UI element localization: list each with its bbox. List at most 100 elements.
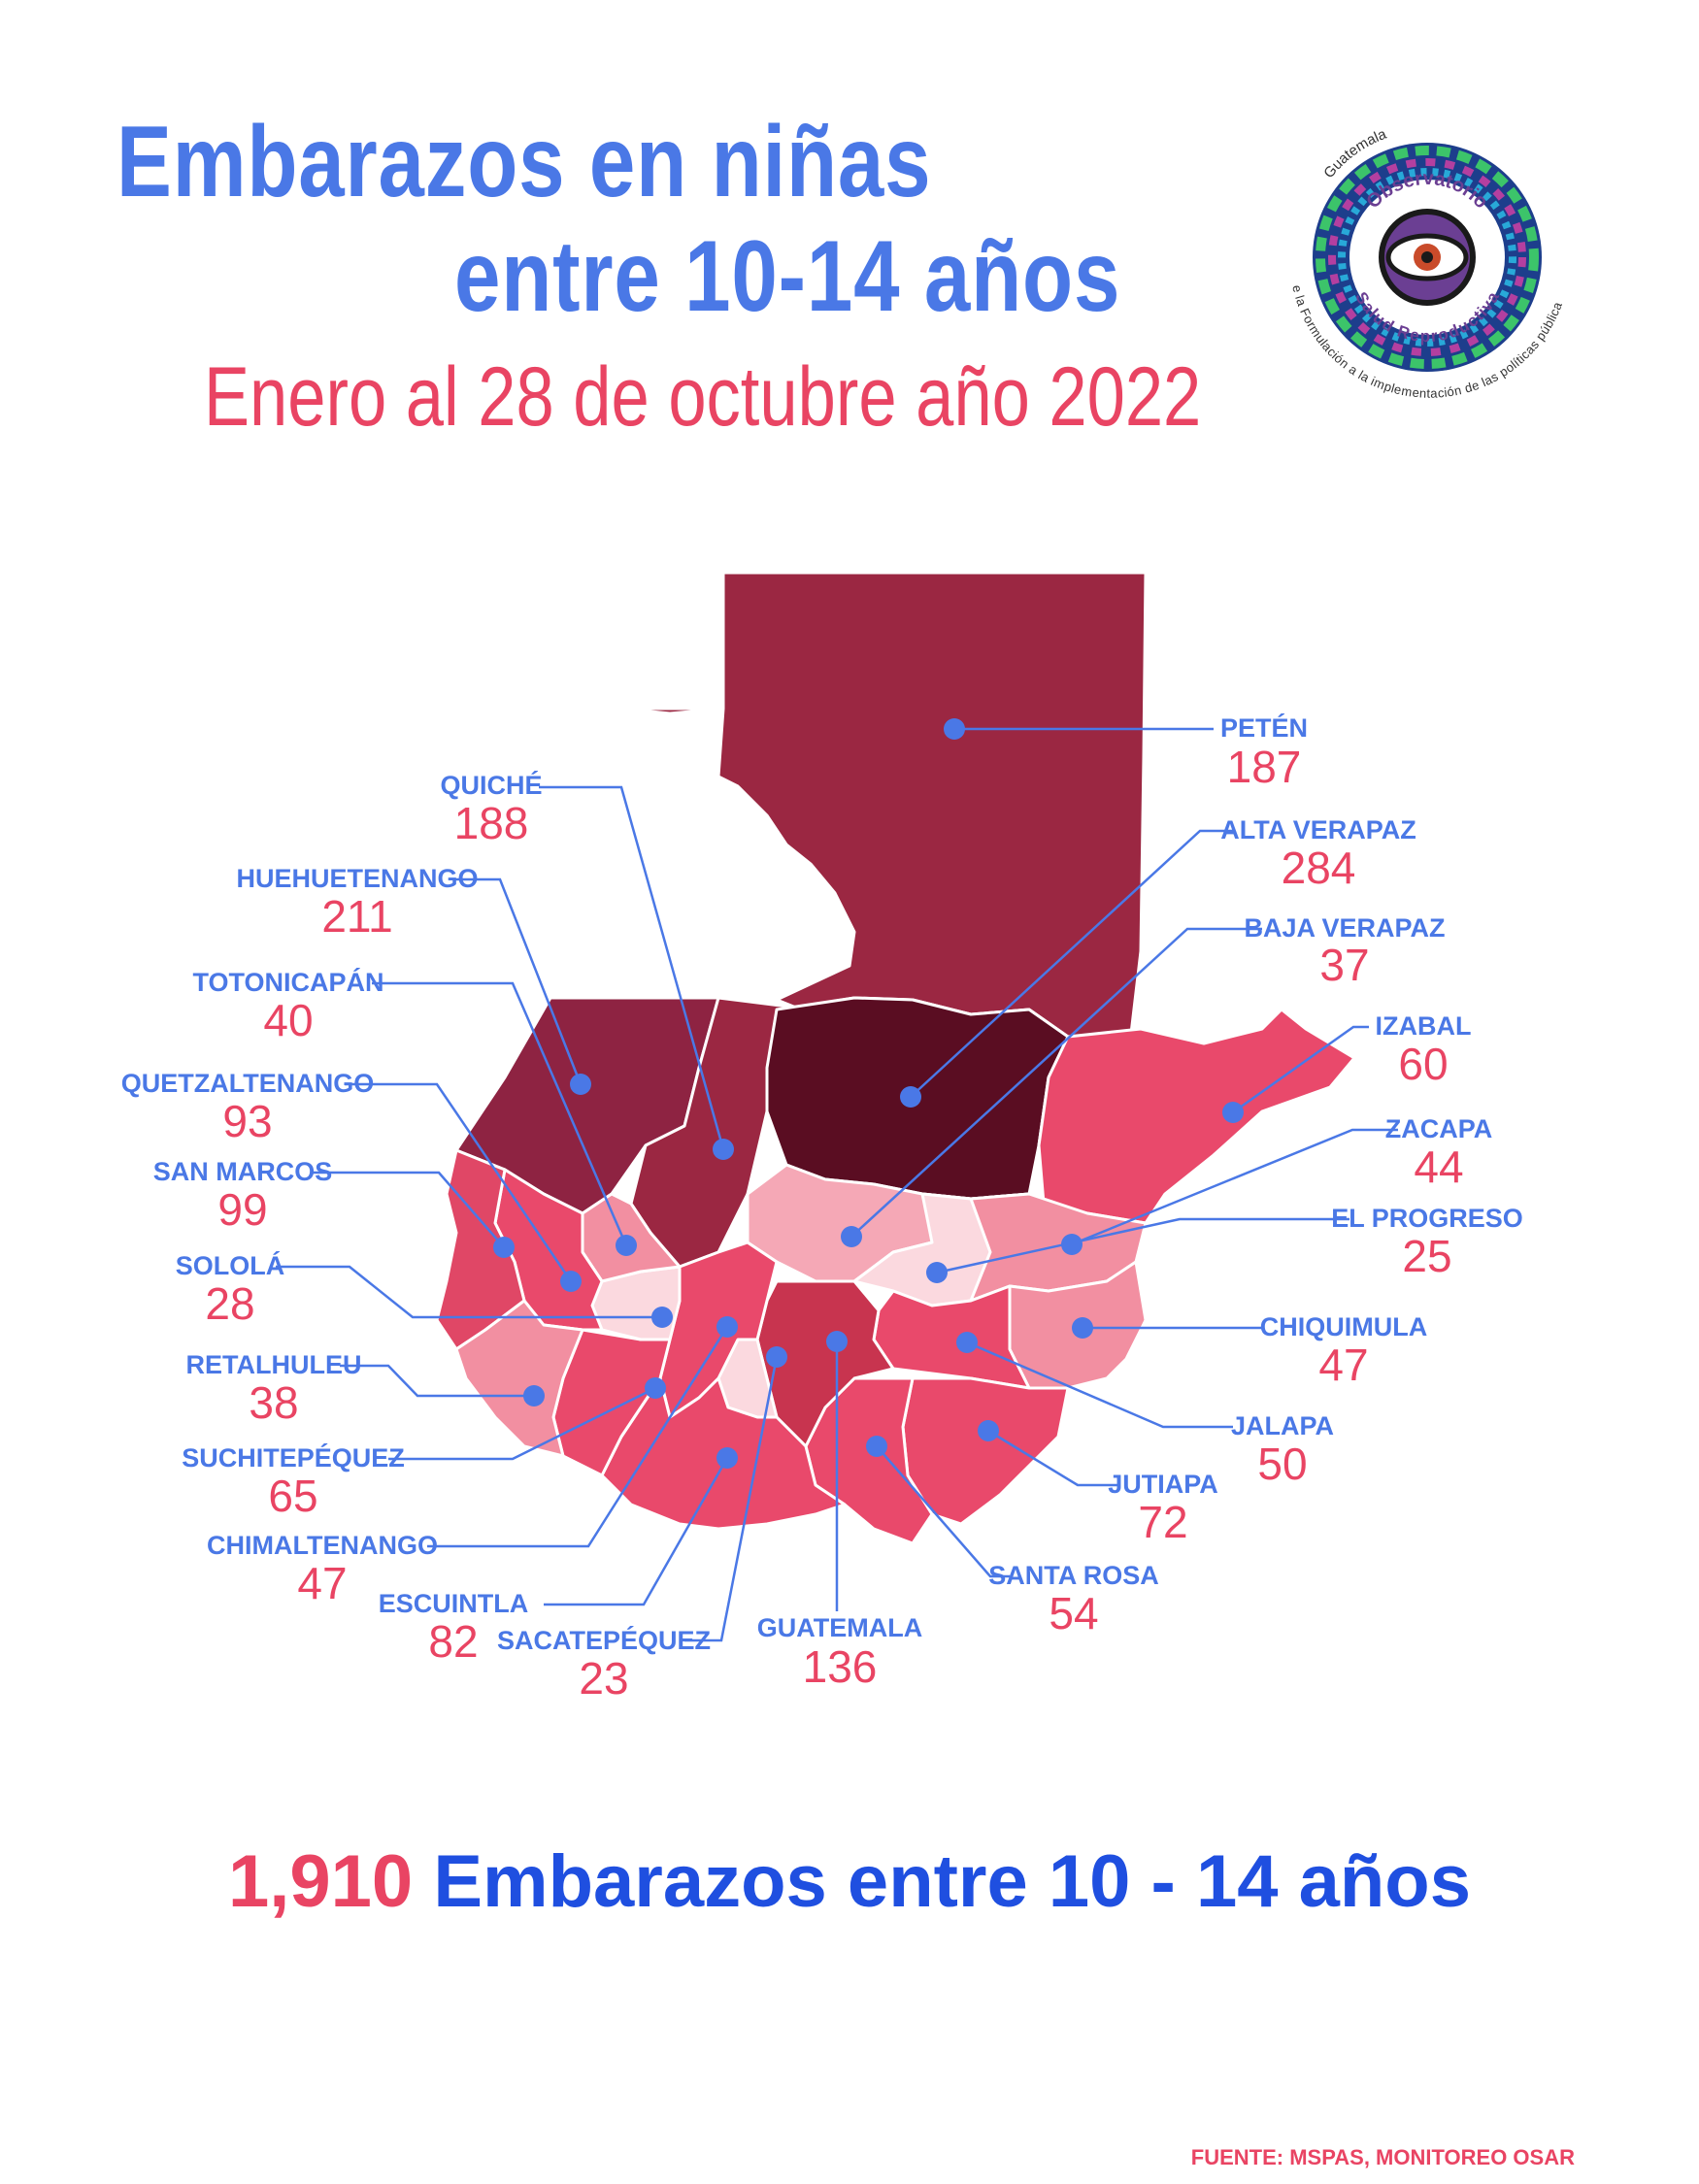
marker-alta-verapaz[interactable] xyxy=(900,1086,921,1108)
label-escuintla-name: ESCUINTLA xyxy=(379,1589,529,1618)
region-peten[interactable] xyxy=(619,571,1148,1039)
marker-suchitepequez[interactable] xyxy=(645,1377,666,1399)
marker-totonicapan[interactable] xyxy=(616,1235,637,1256)
total-line: 1,910 Embarazos entre 10 - 14 años xyxy=(0,1839,1699,1924)
map-regions xyxy=(435,571,1356,1545)
label-peten-value: 187 xyxy=(1227,742,1302,792)
connector-baja-verapaz xyxy=(850,927,1262,1238)
label-chimaltenango-name: CHIMALTENANGO xyxy=(207,1531,438,1560)
connector-izabal xyxy=(1232,1025,1369,1114)
marker-el-progreso[interactable] xyxy=(926,1262,948,1283)
label-zacapa-value: 44 xyxy=(1414,1142,1463,1192)
subtitle: Enero al 28 de octubre año 2022 xyxy=(204,350,1202,444)
label-solola-value: 28 xyxy=(205,1278,254,1329)
label-huehuetenango-value: 211 xyxy=(321,891,392,942)
label-santa-rosa-value: 54 xyxy=(1049,1588,1098,1638)
total-number: 1,910 xyxy=(228,1840,414,1923)
label-jutiapa-value: 72 xyxy=(1138,1497,1187,1547)
connector-zacapa xyxy=(1071,1128,1398,1246)
label-baja-verapaz-name: BAJA VERAPAZ xyxy=(1244,913,1445,943)
label-baja-verapaz-value: 37 xyxy=(1319,940,1369,990)
label-el-progreso-value: 25 xyxy=(1402,1231,1451,1281)
label-chiquimula-name: CHIQUIMULA xyxy=(1260,1312,1427,1341)
label-san-marcos-name: SAN MARCOS xyxy=(153,1157,333,1186)
marker-chimaltenango[interactable] xyxy=(716,1316,738,1338)
observatorio-logo: Observatorio Salud Reproductiva Guatemal… xyxy=(1252,107,1565,401)
marker-dots xyxy=(493,718,1244,1469)
label-alta-verapaz-name: ALTA VERAPAZ xyxy=(1220,815,1416,844)
connector-alta-verapaz xyxy=(910,829,1233,1098)
label-quiche-name: QUICHÉ xyxy=(440,770,542,800)
label-izabal-value: 60 xyxy=(1398,1039,1448,1089)
marker-baja-verapaz[interactable] xyxy=(841,1226,862,1247)
label-suchitepequez-value: 65 xyxy=(268,1471,317,1521)
label-santa-rosa-name: SANTA ROSA xyxy=(988,1561,1159,1590)
connector-suchitepequez xyxy=(388,1386,656,1461)
connector-quetzaltenango xyxy=(345,1082,573,1282)
label-suchitepequez-name: SUCHITEPÉQUEZ xyxy=(182,1442,405,1473)
connector-jalapa xyxy=(966,1340,1233,1429)
label-sacatepequez-value: 23 xyxy=(579,1653,628,1704)
label-totonicapan-value: 40 xyxy=(263,995,313,1045)
department-labels: PETÉN 187 QUICHÉ 188 ALTA VERAPAZ 284 HU… xyxy=(121,712,1523,1704)
connector-retalhuleu xyxy=(340,1364,534,1398)
region-izabal[interactable] xyxy=(1037,1008,1356,1225)
connector-solola xyxy=(276,1265,662,1319)
label-retalhuleu-name: RETALHULEU xyxy=(186,1350,362,1379)
marker-guatemala[interactable] xyxy=(826,1331,848,1352)
label-sacatepequez-name: SACATEPÉQUEZ xyxy=(497,1625,711,1655)
connector-huehuetenango xyxy=(454,877,583,1085)
connector-jutiapa xyxy=(987,1429,1118,1487)
label-jutiapa-name: JUTIAPA xyxy=(1108,1470,1218,1499)
marker-jalapa[interactable] xyxy=(956,1332,978,1353)
label-zacapa-name: ZACAPA xyxy=(1385,1114,1493,1143)
label-quiche-value: 188 xyxy=(454,798,529,848)
label-peten-name: PETÉN xyxy=(1220,712,1308,743)
marker-santa-rosa[interactable] xyxy=(866,1436,887,1457)
connector-el-progreso xyxy=(936,1217,1349,1274)
label-huehuetenango-name: HUEHUETENANGO xyxy=(236,864,478,893)
label-quetzaltenango-value: 93 xyxy=(222,1096,272,1146)
marker-quiche[interactable] xyxy=(713,1139,734,1160)
marker-escuintla[interactable] xyxy=(716,1447,738,1469)
label-escuintla-value: 82 xyxy=(428,1616,478,1667)
label-totonicapan-name: TOTONICAPÁN xyxy=(192,967,383,997)
title-line-1: Embarazos en niñas xyxy=(117,106,932,218)
marker-solola[interactable] xyxy=(651,1307,673,1328)
label-el-progreso-name: EL PROGRESO xyxy=(1331,1204,1523,1233)
label-solola-name: SOLOLÁ xyxy=(176,1250,285,1280)
label-jalapa-name: JALAPA xyxy=(1231,1411,1334,1440)
label-guatemala-name: GUATEMALA xyxy=(757,1613,922,1642)
marker-quetzaltenango[interactable] xyxy=(560,1271,582,1292)
label-jalapa-value: 50 xyxy=(1257,1439,1307,1489)
label-quetzaltenango-name: QUETZALTENANGO xyxy=(121,1069,374,1098)
label-izabal-name: IZABAL xyxy=(1376,1011,1472,1041)
connector-chimaltenango xyxy=(427,1326,729,1548)
label-san-marcos-value: 99 xyxy=(217,1184,267,1235)
label-chiquimula-value: 47 xyxy=(1318,1340,1368,1390)
marker-izabal[interactable] xyxy=(1222,1102,1244,1123)
marker-san-marcos[interactable] xyxy=(493,1237,515,1258)
label-chimaltenango-value: 47 xyxy=(297,1558,347,1608)
total-label: Embarazos entre 10 - 14 años xyxy=(433,1840,1471,1923)
region-jutiapa[interactable] xyxy=(901,1376,1070,1526)
marker-sacatepequez[interactable] xyxy=(766,1346,787,1368)
label-alta-verapaz-value: 284 xyxy=(1282,843,1356,893)
connector-santa-rosa xyxy=(876,1445,1010,1578)
connector-quiche xyxy=(539,785,725,1150)
marker-huehuetenango[interactable] xyxy=(570,1074,591,1095)
connector-totonicapan xyxy=(372,981,628,1246)
marker-zacapa[interactable] xyxy=(1061,1234,1083,1255)
connector-sacatepequez xyxy=(684,1356,779,1642)
label-guatemala-value: 136 xyxy=(803,1641,878,1692)
marker-jutiapa[interactable] xyxy=(978,1420,999,1441)
source-note: FUENTE: MSPAS, MONITOREO OSAR xyxy=(1190,2145,1575,2169)
title-line-2: entre 10-14 años xyxy=(454,220,1121,333)
label-retalhuleu-value: 38 xyxy=(249,1377,298,1428)
marker-chiquimula[interactable] xyxy=(1072,1317,1093,1339)
marker-retalhuleu[interactable] xyxy=(523,1385,545,1406)
region-retalhuleu[interactable] xyxy=(454,1299,584,1458)
connector-escuintla xyxy=(544,1457,729,1606)
marker-peten[interactable] xyxy=(944,718,965,740)
connector-lines xyxy=(276,727,1398,1642)
